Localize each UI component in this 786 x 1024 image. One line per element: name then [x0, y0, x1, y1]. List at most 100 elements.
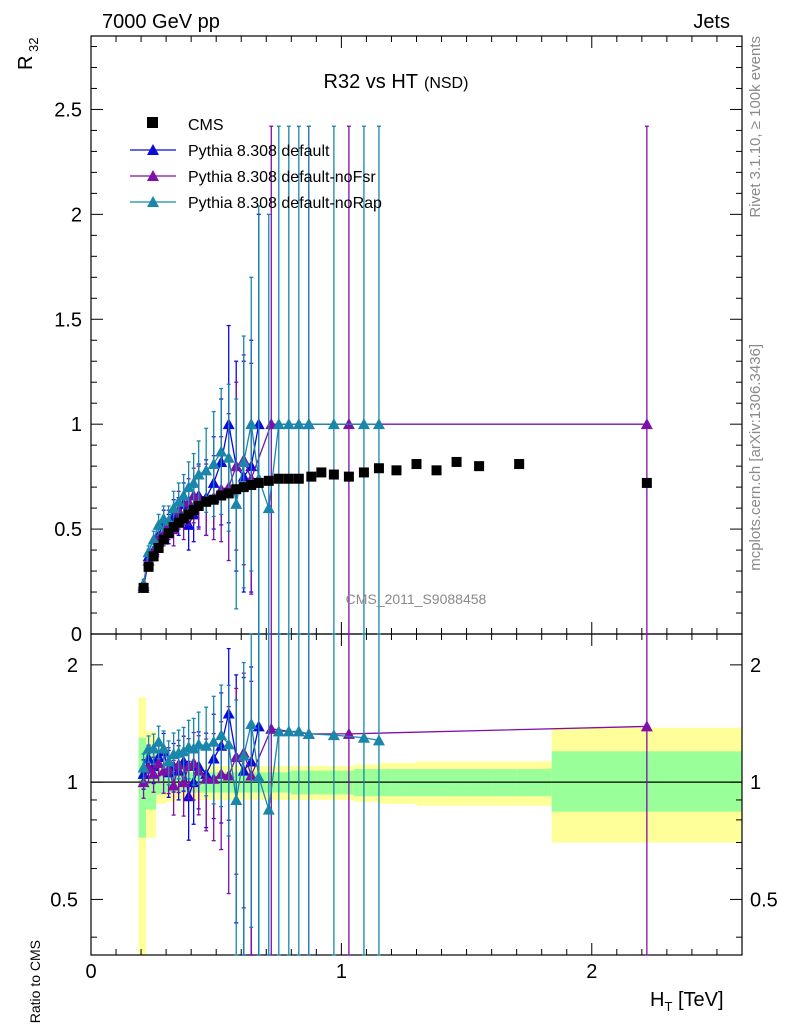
data-point-norap	[172, 495, 185, 507]
y-tick-label-main: 1	[71, 414, 82, 436]
process-label: Jets	[693, 11, 730, 33]
x-tick-label: 2	[586, 961, 597, 983]
ratio-point-norap	[237, 749, 250, 761]
data-point-cms	[293, 473, 304, 484]
data-point-cms	[173, 517, 184, 528]
data-point-cms	[216, 490, 227, 501]
legend-marker-default	[147, 144, 159, 155]
data-point-cms	[343, 471, 354, 482]
data-point-norap	[215, 445, 228, 457]
chart-subtitle: (NSD)	[424, 75, 468, 92]
x-axis-label-sub: T	[664, 999, 672, 1014]
data-point-cms	[431, 465, 442, 476]
y-axis-label-main: R	[15, 56, 37, 70]
legend-label-cms: CMS	[188, 117, 224, 134]
x-axis-label-unit: [TeV]	[672, 989, 723, 1011]
ratio-point-norap	[207, 735, 220, 747]
data-point-norap	[245, 418, 258, 430]
y-tick-label-ratio: 0.5	[50, 889, 78, 911]
data-point-cms	[641, 477, 652, 488]
y-axis-label-ratio: Ratio to CMS	[27, 940, 43, 1023]
ratio-panel-frame	[90, 633, 743, 956]
x-axis-label-base: H	[650, 989, 664, 1011]
ratio-point-nofsr	[152, 756, 165, 768]
data-point-norap	[357, 418, 370, 430]
ratio-point-norap	[157, 742, 170, 754]
data-point-cms	[263, 475, 274, 486]
energy-label: 7000 GeV pp	[102, 11, 220, 33]
data-point-norap	[302, 418, 315, 430]
ratio-point-nofsr	[640, 720, 653, 732]
ratio-point-norap	[200, 739, 213, 751]
data-point-cms	[223, 488, 234, 499]
data-point-cms	[193, 501, 204, 512]
legend-marker-nofsr	[147, 170, 159, 181]
data-point-cms	[273, 473, 284, 484]
y-tick-label-main: 2	[71, 204, 82, 226]
data-point-cms	[153, 542, 164, 553]
ratio-point-nofsr	[177, 776, 190, 788]
y-tick-label-main: 0.5	[54, 519, 82, 541]
data-point-norap	[152, 518, 165, 530]
ratio-point-norap	[222, 738, 235, 750]
legend-label-norap: Pythia 8.308 default-noRap	[188, 195, 382, 212]
ratio-point-norap	[192, 738, 205, 750]
ratio-point-norap	[272, 725, 285, 737]
data-point-norap	[282, 418, 295, 430]
data-point-cms	[474, 461, 485, 472]
ratio-point-nofsr	[147, 767, 160, 779]
legend-label-nofsr: Pythia 8.308 default-noFsr	[188, 169, 376, 186]
analysis-watermark: CMS_2011_S9088458	[346, 591, 487, 607]
data-point-cms	[238, 482, 249, 493]
data-point-cms	[178, 513, 189, 524]
data-point-cms	[358, 467, 369, 478]
data-point-cms	[208, 494, 219, 505]
ratio-point-norap	[282, 725, 295, 737]
data-point-norap	[262, 502, 275, 514]
x-axis-label: HT [TeV]	[650, 989, 724, 1014]
y-tick-label-ratio-right: 2	[750, 655, 761, 677]
ratio-point-norap	[262, 803, 275, 815]
data-point-norap	[192, 468, 205, 480]
ratio-point-norap	[230, 793, 243, 805]
ratio-point-norap	[357, 731, 370, 743]
data-point-cms	[253, 477, 264, 488]
data-point-norap	[207, 458, 220, 470]
ratio-point-norap	[292, 725, 305, 737]
data-point-cms	[283, 473, 294, 484]
y-tick-label-main: 0	[71, 624, 82, 646]
data-point-cms	[306, 471, 317, 482]
data-point-cms	[143, 561, 154, 572]
ratio-point-norap	[147, 742, 160, 754]
data-point-norap	[230, 497, 243, 509]
data-point-cms	[231, 484, 242, 495]
series-line-nofsr	[142, 423, 647, 588]
data-point-cms	[148, 551, 159, 562]
y-tick-label-main: 1.5	[54, 309, 82, 331]
ratio-panel: 0 1 2 0.5 0.5 1 1 2 2	[50, 633, 778, 983]
ratio-point-nofsr	[167, 779, 180, 791]
y-tick-label-main: 2.5	[54, 99, 82, 121]
x-tick-label: 0	[85, 961, 96, 983]
chart-title: R32 vs HT	[324, 71, 418, 93]
data-point-cms	[168, 521, 179, 532]
ratio-point-norap	[215, 729, 228, 741]
data-point-norap	[177, 489, 190, 501]
ratio-point-norap	[327, 729, 340, 741]
data-point-cms	[201, 496, 212, 507]
data-point-cms	[316, 467, 327, 478]
legend-marker-norap	[147, 196, 159, 207]
data-point-norap	[147, 533, 160, 545]
ratio-point-norap	[137, 761, 150, 773]
ratio-point-norap	[252, 771, 265, 783]
x-tick-label: 1	[336, 961, 347, 983]
ratio-point-norap	[152, 735, 165, 747]
y-axis-label-main-base: R	[15, 56, 37, 70]
y-tick-label-ratio: 2	[67, 655, 78, 677]
legend-marker-cms	[147, 117, 158, 128]
data-point-norap	[200, 464, 213, 476]
ratio-point-norap	[245, 717, 258, 729]
data-point-cms	[328, 469, 339, 480]
main-panel-marks	[137, 125, 653, 635]
